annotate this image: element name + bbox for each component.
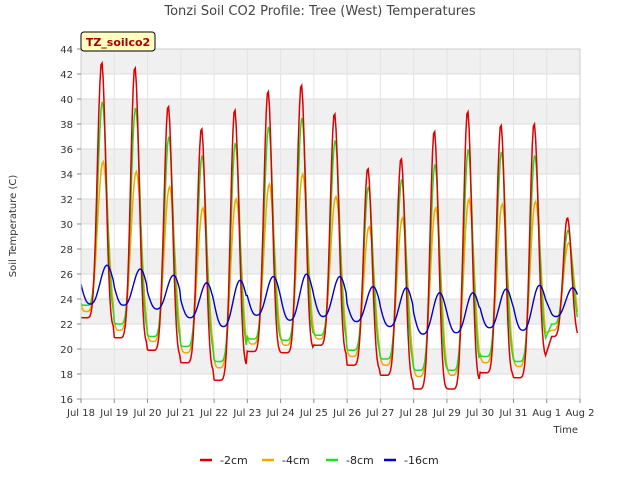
x-tick-label: Jul 24 xyxy=(266,408,295,419)
y-axis-label: Soil Temperature (C) xyxy=(8,175,19,278)
x-tick-label: Jul 20 xyxy=(133,408,162,419)
y-tick-label: 34 xyxy=(60,170,73,181)
site-label-badge: TZ_soilco2 xyxy=(80,31,156,52)
plot-band xyxy=(81,324,580,349)
x-tick-label: Jul 27 xyxy=(365,408,394,419)
plot-band xyxy=(81,99,580,124)
y-tick-label: 32 xyxy=(60,195,73,206)
plot-band xyxy=(81,74,580,99)
x-tick-label: Jul 26 xyxy=(332,408,361,419)
plot-band xyxy=(81,124,580,149)
axes: 16 18 20 22 24 26 28 30 32 34 36 38 40 42 44 Jul 18 Jul … xyxy=(60,45,594,419)
y-tick-label: 28 xyxy=(60,245,73,256)
series-line-minus-2cm xyxy=(80,60,579,390)
x-tick-label: Jul 25 xyxy=(299,408,328,419)
plot-band xyxy=(81,149,580,174)
y-tick-label: 22 xyxy=(60,320,73,331)
y-tick-label: 26 xyxy=(60,270,73,281)
x-tick-label: Jul 23 xyxy=(232,408,261,419)
x-tick-label: Jul 18 xyxy=(66,408,95,419)
y-tick-label: 40 xyxy=(60,95,73,106)
plot-band xyxy=(81,374,580,399)
plot-band xyxy=(81,349,580,374)
series-line-minus-16cm xyxy=(80,264,579,335)
x-tick-label: Jul 30 xyxy=(465,408,494,419)
legend: -2cm -4cm -8cm -16cm xyxy=(200,454,439,467)
legend-label: -16cm xyxy=(404,454,439,467)
plot-band xyxy=(81,49,580,74)
x-tick-label: Jul 31 xyxy=(498,408,527,419)
y-tick-label: 38 xyxy=(60,120,73,131)
y-tick-label: 24 xyxy=(60,295,73,306)
plot-band xyxy=(81,274,580,299)
x-tick-label: Aug 1 xyxy=(532,408,561,419)
y-tick-label: 18 xyxy=(60,370,73,381)
y-tick-label: 44 xyxy=(60,45,73,56)
y-tick-label: 42 xyxy=(60,70,73,81)
series-layer xyxy=(80,60,579,390)
x-tick-label: Jul 22 xyxy=(199,408,228,419)
y-tick-label: 30 xyxy=(60,220,73,231)
x-axis-label: Time xyxy=(553,425,578,436)
site-label-text: TZ_soilco2 xyxy=(86,36,150,49)
x-tick-label: Jul 28 xyxy=(399,408,428,419)
y-tick-label: 36 xyxy=(60,145,73,156)
x-tick-label: Aug 2 xyxy=(565,408,594,419)
legend-label: -8cm xyxy=(346,454,374,467)
y-tick-label: 20 xyxy=(60,345,73,356)
y-tick-label: 16 xyxy=(60,395,73,406)
x-tick-label: Jul 29 xyxy=(432,408,461,419)
legend-label: -4cm xyxy=(282,454,310,467)
legend-label: -2cm xyxy=(220,454,248,467)
site-label-box xyxy=(80,31,156,52)
series-line-minus-4cm xyxy=(80,159,579,378)
chart-title: Tonzi Soil CO2 Profile: Tree (West) Temp… xyxy=(163,4,476,19)
x-tick-label: Jul 21 xyxy=(166,408,195,419)
x-tick-label: Jul 19 xyxy=(99,408,128,419)
